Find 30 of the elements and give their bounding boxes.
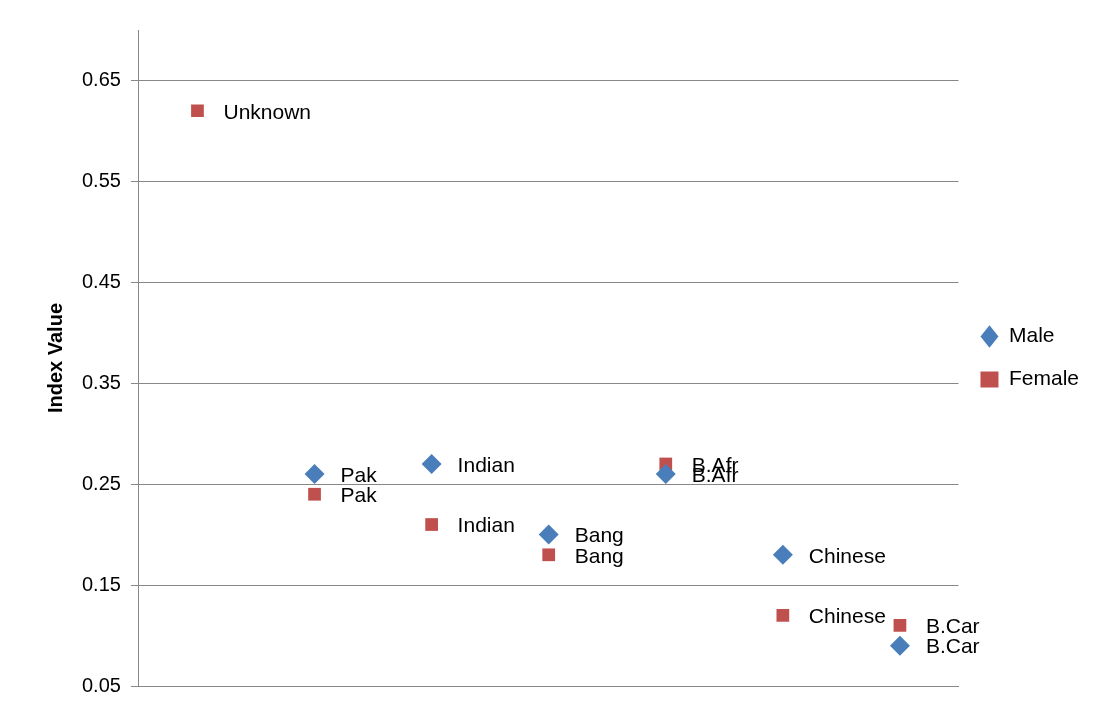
point: [889, 635, 910, 656]
data-label: Bang: [574, 523, 624, 547]
point: [425, 518, 438, 531]
data-label: Pak: [340, 483, 378, 507]
y-tick-label: 0.65: [81, 67, 121, 90]
point: [304, 464, 325, 485]
y-axis-title: Index Value: [43, 302, 66, 414]
point: [772, 544, 793, 565]
legend-label: Female: [1008, 366, 1080, 390]
point: [308, 487, 321, 501]
point: [421, 453, 442, 474]
point: [655, 464, 676, 485]
y-tick-label: 0.55: [81, 168, 121, 191]
point: [542, 548, 556, 562]
point: [191, 104, 204, 118]
legend-label: Male: [1008, 323, 1055, 347]
data-label: Chinese: [808, 543, 886, 567]
y-tick-label: 0.15: [81, 572, 121, 595]
y-tick-label: 0.05: [81, 673, 121, 696]
y-tick-label: 0.45: [81, 269, 121, 292]
data-label: Unknown: [223, 99, 312, 123]
point: [776, 608, 790, 622]
y-tick-label: 0.35: [81, 370, 121, 393]
data-label: Chinese: [808, 604, 886, 628]
data-label: Indian: [457, 452, 515, 476]
data-label: Indian: [457, 513, 515, 537]
point: [893, 619, 907, 632]
data-label: Pak: [340, 462, 378, 486]
point: [538, 524, 559, 545]
y-tick-label: 0.25: [81, 471, 121, 494]
